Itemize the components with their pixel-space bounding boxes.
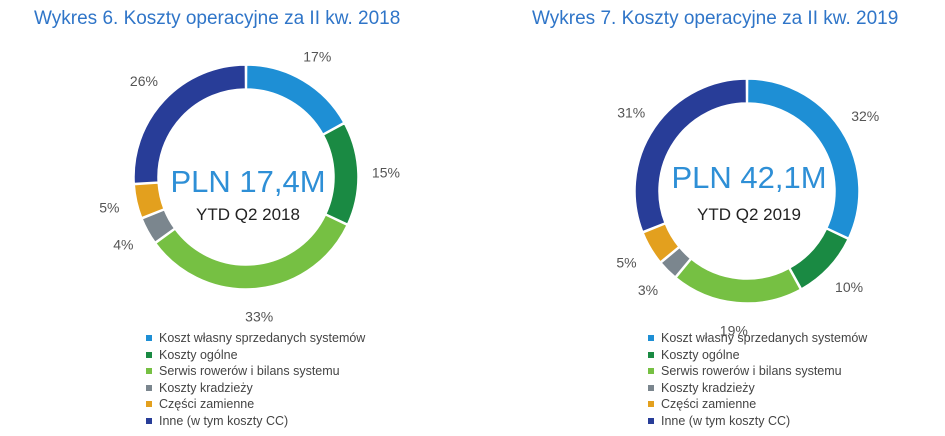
chart-title: Wykres 7. Koszty operacyjne za II kw. 20…	[532, 8, 899, 29]
donut-slice-koszty-kradziezy	[660, 246, 692, 278]
slice-percent-label: 5%	[616, 254, 636, 270]
donut-slice-koszty-ogolne	[788, 227, 850, 290]
donut-slice-inne-w-tym-koszty-cc	[634, 78, 748, 233]
legend-swatch	[146, 351, 152, 358]
legend-item-koszt-wlasny-sprzedanych-systemow: Koszt własny sprzedanych systemów	[146, 330, 365, 347]
donut-slice-serwis-rowerow-i-bilans-systemu	[154, 213, 349, 290]
slice-percent-label: 17%	[303, 48, 331, 64]
donut-slice-serwis-rowerow-i-bilans-systemu	[675, 258, 802, 304]
donut-slice-koszty-ogolne	[322, 122, 359, 226]
legend-label: Koszty kradzieży	[661, 380, 755, 395]
legend-swatch	[146, 368, 152, 375]
legend-swatch	[146, 417, 152, 424]
legend-swatch	[146, 401, 152, 408]
legend-swatch	[648, 401, 654, 408]
donut-chart: PLN 17,4M YTD Q2 2018 17% 15% 33% 4% 5% 26%	[99, 48, 400, 324]
legend-swatch	[648, 384, 654, 391]
slice-percent-label: 19%	[720, 322, 748, 338]
slice-percent-label: 5%	[99, 200, 119, 216]
chart-panel-2019: Wykres 7. Koszty operacyjne za II kw. 20…	[472, 0, 944, 436]
chart-title: Wykres 6. Koszty operacyjne za II kw. 20…	[34, 8, 401, 29]
legend-label: Części zamienne	[159, 397, 255, 412]
donut-slice-czesci-zamienne	[133, 182, 165, 219]
legend-item-serwis-rowerow-i-bilans-systemu: Serwis rowerów i bilans systemu	[146, 363, 365, 380]
legend-item-koszty-kradziezy: Koszty kradzieży	[648, 380, 867, 397]
legend-label: Inne (w tym koszty CC)	[159, 413, 289, 428]
legend-swatch	[146, 384, 152, 391]
legend-label: Serwis rowerów i bilans systemu	[159, 364, 340, 379]
slice-percent-label: 26%	[130, 73, 158, 89]
slice-percent-label: 3%	[638, 282, 658, 298]
chart-panel-2018: Wykres 6. Koszty operacyjne za II kw. 20…	[0, 0, 472, 436]
legend-item-czesci-zamienne: Części zamienne	[146, 396, 365, 413]
donut-slice-inne-w-tym-koszty-cc	[133, 64, 247, 185]
center-value: PLN 17,4M	[170, 164, 325, 199]
center-value: PLN 42,1M	[671, 160, 826, 195]
slice-percent-label: 32%	[851, 108, 879, 124]
center-subtitle: YTD Q2 2018	[196, 205, 300, 224]
legend: Koszt własny sprzedanych systemów Koszty …	[648, 330, 867, 429]
legend-swatch	[648, 417, 654, 424]
legend-item-czesci-zamienne: Części zamienne	[648, 396, 867, 413]
legend-swatch	[648, 368, 654, 375]
legend-label: Koszty kradzieży	[159, 380, 253, 395]
slice-percent-label: 33%	[245, 308, 273, 324]
legend-item-koszty-kradziezy: Koszty kradzieży	[146, 380, 365, 397]
legend-label: Koszty ogólne	[661, 347, 740, 362]
donut-slice-koszt-wlasny-sprzedanych-systemow	[746, 78, 860, 240]
donut-chart: PLN 42,1M YTD Q2 2019 32% 10% 19% 3%5% 31%	[616, 78, 879, 338]
donut-slice-koszt-wlasny-sprzedanych-systemow	[245, 64, 345, 136]
legend-label: Koszt własny sprzedanych systemów	[661, 331, 868, 346]
legend-label: Koszty ogólne	[159, 347, 238, 362]
legend-item-serwis-rowerow-i-bilans-systemu: Serwis rowerów i bilans systemu	[648, 363, 867, 380]
donut-slice-czesci-zamienne	[642, 222, 680, 263]
center-subtitle: YTD Q2 2019	[697, 205, 801, 224]
legend-label: Serwis rowerów i bilans systemu	[661, 364, 842, 379]
slice-percent-label: 10%	[835, 279, 863, 295]
legend-swatch	[648, 335, 654, 342]
legend-item-koszt-wlasny-sprzedanych-systemow: Koszt własny sprzedanych systemów	[648, 330, 867, 347]
legend-swatch	[648, 351, 654, 358]
donut-slice-koszty-kradziezy	[141, 208, 176, 244]
legend-label: Inne (w tym koszty CC)	[661, 413, 791, 428]
legend-item-inne-w-tym-koszty-cc: Inne (w tym koszty CC)	[146, 413, 365, 430]
legend-item-koszty-ogolne: Koszty ogólne	[648, 347, 867, 364]
legend-item-koszty-ogolne: Koszty ogólne	[146, 347, 365, 364]
slice-percent-label: 15%	[372, 165, 400, 181]
legend: Koszt własny sprzedanych systemów Koszty …	[146, 330, 365, 429]
legend-label: Części zamienne	[661, 397, 757, 412]
slice-percent-label: 4%	[113, 236, 133, 252]
legend-swatch	[146, 335, 152, 342]
slice-percent-label: 31%	[617, 104, 645, 120]
legend-item-inne-w-tym-koszty-cc: Inne (w tym koszty CC)	[648, 413, 867, 430]
legend-label: Koszt własny sprzedanych systemów	[159, 331, 366, 346]
